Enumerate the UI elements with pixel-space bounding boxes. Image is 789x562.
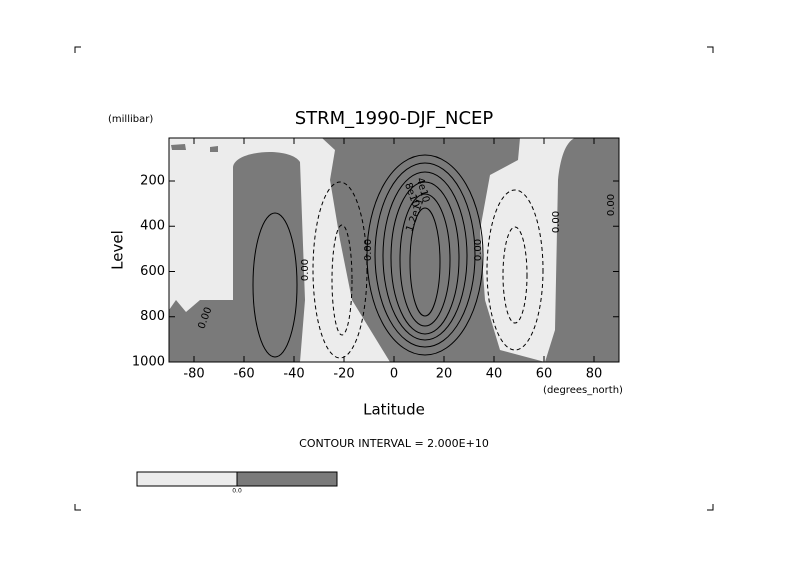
contour-lines — [252, 154, 544, 359]
x-tick-label: -80 — [183, 367, 204, 382]
contour-interval: CONTOUR INTERVAL = 2.000E+10 — [299, 437, 489, 450]
filled-regions — [169, 138, 619, 362]
colorbar-label: 0.0 — [232, 488, 242, 495]
colorbar: 0.0 — [136, 471, 338, 495]
colorbar-above — [236, 471, 338, 487]
x-tick-label: -20 — [333, 367, 354, 382]
x-axis-title: Latitude — [363, 401, 425, 419]
x-tick-label: 80 — [586, 367, 603, 382]
colorbar-below — [136, 471, 238, 487]
y-unit: (millibar) — [108, 114, 153, 125]
y-axis-title: Level — [109, 230, 127, 270]
y-tick-label: 200 — [140, 173, 165, 188]
x-tick-label: 60 — [536, 367, 553, 382]
contour-label: 0.00 — [606, 194, 617, 216]
contour-label: 0.00 — [300, 259, 311, 281]
corner-marks — [74, 46, 714, 511]
contour-label: 0.00 — [473, 239, 484, 261]
contour-label: 0.00 — [551, 211, 562, 233]
y-tick-label: 400 — [140, 219, 165, 234]
x-tick-label: 0 — [390, 367, 398, 382]
y-tick-label: 800 — [140, 309, 165, 324]
y-tick-label: 600 — [140, 264, 165, 279]
contour-label: 0.00 — [363, 239, 374, 261]
chart-title: STRM_1990-DJF_NCEP — [295, 108, 494, 129]
plot-area — [168, 137, 620, 363]
x-tick-label: -60 — [233, 367, 254, 382]
x-tick-label: 20 — [436, 367, 453, 382]
y-tick-label: 1000 — [132, 355, 165, 370]
x-unit: (degrees_north) — [543, 385, 623, 396]
x-tick-label: 40 — [486, 367, 503, 382]
x-tick-label: -40 — [283, 367, 304, 382]
